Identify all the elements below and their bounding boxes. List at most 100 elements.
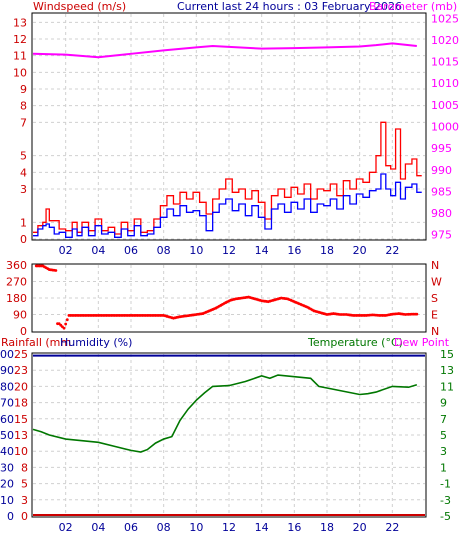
- y-tick-label-temperature: 9: [440, 397, 447, 410]
- direction-point: [415, 312, 419, 316]
- y-tick-label-humidity: 100: [0, 348, 14, 361]
- grid-layer: [33, 14, 425, 516]
- y-tick-label-barometer: 1020: [431, 34, 459, 47]
- windspeed-axis-title: Windspeed (m/s): [33, 0, 126, 13]
- x-tick-label: 22: [385, 244, 399, 257]
- temperature-axis-title: Temperature (°C): [307, 336, 403, 349]
- x-tick-label: 16: [287, 244, 301, 257]
- direction-point: [65, 318, 69, 322]
- x-tick-label: 20: [353, 521, 367, 534]
- y-tick-label-humidity: 90: [0, 364, 14, 377]
- y-tick-label-barometer: 990: [431, 164, 452, 177]
- y-tick-label-barometer: 975: [431, 229, 452, 242]
- y-tick-label-direction: 90: [13, 309, 27, 322]
- rainfall-axis-title: Rainfall (mm: [1, 336, 71, 349]
- x-tick-label: 12: [222, 521, 236, 534]
- y-tick-label-windspeed: 5: [20, 150, 27, 163]
- chart-title: Current last 24 hours : 03 February 2026: [177, 0, 402, 13]
- y-tick-label-windspeed: 3: [20, 183, 27, 196]
- y-tick-label-barometer: 980: [431, 207, 452, 220]
- y-tick-label-barometer: 995: [431, 142, 452, 155]
- series-temperature: [32, 374, 418, 453]
- x-tick-label: 16: [287, 521, 301, 534]
- y-tick-label-windspeed: 7: [20, 116, 27, 129]
- y-tick-label-rainfall: 5: [21, 478, 28, 491]
- y-tick-label-temperature: 5: [440, 429, 447, 442]
- y-tick-label-rainfall: 0: [21, 510, 28, 523]
- direction-point: [62, 326, 66, 330]
- y-tick-label-humidity: 80: [0, 380, 14, 393]
- y-tick-label-compass: W: [431, 276, 442, 289]
- y-tick-label-temperature: 3: [440, 445, 447, 458]
- y-tick-label-windspeed: 13: [13, 16, 27, 29]
- y-tick-label-temperature: -1: [440, 478, 451, 491]
- y-tick-label-temperature: -3: [440, 494, 451, 507]
- y-tick-label-temperature: 7: [440, 413, 447, 426]
- x-tick-label: 02: [59, 244, 73, 257]
- y-tick-label-barometer: 1025: [431, 12, 459, 25]
- x-tick-label: 20: [353, 244, 367, 257]
- y-tick-label-temperature: 1: [440, 461, 447, 474]
- y-tick-label-barometer: 1010: [431, 77, 459, 90]
- y-tick-label-direction: 0: [20, 325, 27, 338]
- x-tick-label: 14: [255, 521, 269, 534]
- y-tick-label-windspeed: 10: [13, 66, 27, 79]
- x-tick-label: 22: [385, 521, 399, 534]
- y-tick-label-windspeed: 9: [20, 83, 27, 96]
- y-tick-label-compass: S: [431, 292, 438, 305]
- x-tick-label: 02: [59, 521, 73, 534]
- y-tick-label-windspeed: 11: [13, 50, 27, 63]
- x-tick-label: 10: [189, 521, 203, 534]
- barometer-axis-title: Barometer (mb): [369, 0, 457, 13]
- x-tick-label: 10: [189, 244, 203, 257]
- y-tick-label-windspeed: 12: [13, 33, 27, 46]
- y-tick-label-direction: 180: [6, 292, 27, 305]
- x-tick-label: 08: [157, 244, 171, 257]
- x-tick-label: 08: [157, 521, 171, 534]
- y-tick-label-barometer: 1015: [431, 56, 459, 69]
- y-tick-label-temperature: 11: [440, 380, 454, 393]
- series-wind-average: [33, 173, 422, 238]
- y-tick-label-humidity: 0: [7, 510, 14, 523]
- y-tick-label-direction: 270: [6, 276, 27, 289]
- y-tick-label-rainfall: 10: [14, 445, 28, 458]
- y-tick-label-temperature: 13: [440, 364, 454, 377]
- y-tick-label-windspeed: 4: [20, 166, 27, 179]
- y-tick-label-temperature: 15: [440, 348, 454, 361]
- x-tick-label: 12: [222, 244, 236, 257]
- series-barometer: [32, 42, 417, 59]
- y-tick-label-rainfall: 3: [21, 494, 28, 507]
- direction-point: [64, 322, 68, 326]
- y-tick-label-humidity: 70: [0, 397, 14, 410]
- y-tick-label-temperature: -5: [440, 510, 451, 523]
- x-tick-label: 18: [320, 244, 334, 257]
- y-tick-label-humidity: 10: [0, 494, 14, 507]
- y-tick-label-compass: N: [431, 325, 439, 338]
- y-tick-label-rainfall: 8: [21, 461, 28, 474]
- y-tick-label-rainfall: 18: [14, 397, 28, 410]
- direction-point: [54, 269, 58, 272]
- y-tick-label-humidity: 50: [0, 429, 14, 442]
- x-tick-label: 04: [91, 244, 105, 257]
- y-tick-label-compass: E: [431, 309, 438, 322]
- x-tick-label: 14: [255, 244, 269, 257]
- x-tick-label: 04: [91, 521, 105, 534]
- y-tick-label-windspeed: 1: [20, 216, 27, 229]
- y-tick-label-rainfall: 20: [14, 380, 28, 393]
- y-tick-label-windspeed: 8: [20, 100, 27, 113]
- y-tick-label-direction: 360: [6, 259, 27, 272]
- x-tick-label: 06: [124, 244, 138, 257]
- x-tick-label: 06: [124, 521, 138, 534]
- humidity-axis-title: Humidity (%): [60, 336, 132, 349]
- y-tick-label-rainfall: 23: [14, 364, 28, 377]
- y-tick-label-humidity: 30: [0, 461, 14, 474]
- y-tick-label-barometer: 1005: [431, 99, 459, 112]
- y-tick-label-barometer: 985: [431, 185, 452, 198]
- data-layer: [32, 42, 425, 516]
- y-tick-label-rainfall: 13: [14, 429, 28, 442]
- y-tick-label-barometer: 1000: [431, 121, 459, 134]
- y-tick-label-humidity: 60: [0, 413, 14, 426]
- y-tick-label-humidity: 20: [0, 478, 14, 491]
